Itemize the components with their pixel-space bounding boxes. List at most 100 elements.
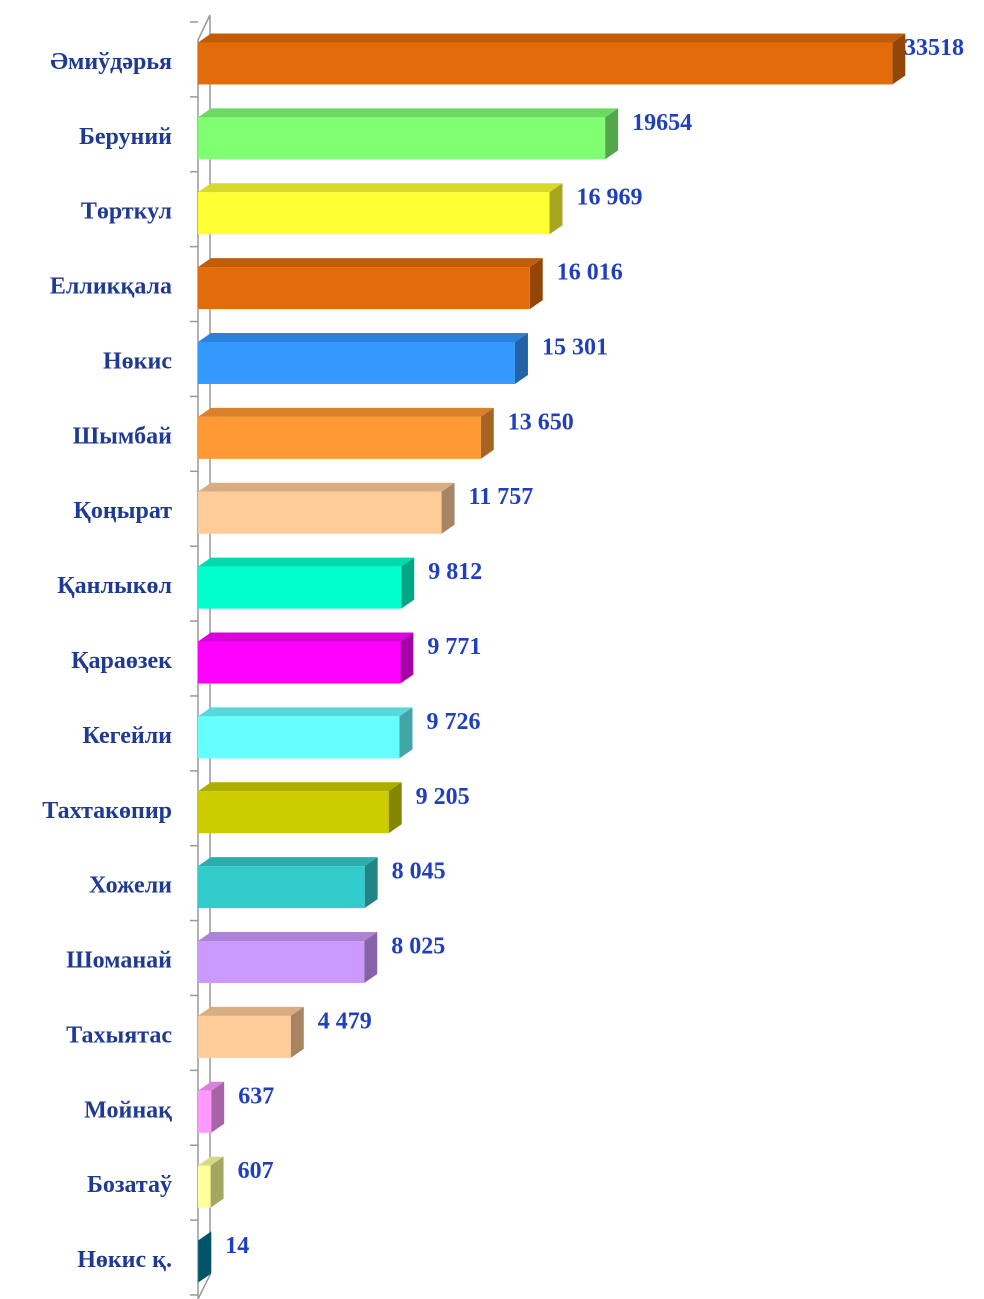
bar-side (399, 707, 413, 759)
bar-side (210, 1156, 224, 1208)
bar-side (529, 258, 543, 310)
bar-front (198, 566, 402, 609)
bar-front (198, 791, 389, 834)
bar (198, 1081, 225, 1133)
bar-top (198, 33, 906, 43)
bar-side (549, 183, 563, 235)
data-label: 637 (238, 1083, 274, 1109)
bar-top (198, 1006, 304, 1016)
data-label: 19654 (632, 110, 692, 136)
y-tick-label: Тахыятас (66, 1022, 172, 1048)
bar (198, 1156, 224, 1208)
bar (198, 33, 906, 85)
bar (198, 332, 528, 384)
y-tick-label: Шымбай (73, 423, 172, 449)
bar (198, 1006, 304, 1058)
data-label: 14 (225, 1233, 249, 1259)
bar-side (198, 1231, 212, 1283)
bar (198, 707, 413, 759)
bar-side (401, 557, 415, 609)
bar (198, 782, 402, 834)
data-label: 16 969 (577, 185, 643, 211)
data-label: 33518 (904, 35, 964, 61)
bar-side (514, 332, 528, 384)
data-label: 8 025 (391, 934, 445, 960)
bar-side (290, 1006, 304, 1058)
bar-top (198, 407, 494, 417)
data-label: 15 301 (542, 334, 608, 360)
bar (198, 258, 543, 310)
bar-top (198, 1231, 212, 1241)
bar-side (388, 782, 402, 834)
y-tick-label: Хожели (89, 873, 172, 899)
bar-front (198, 1165, 211, 1208)
bar-front (198, 416, 481, 459)
bar (198, 857, 378, 909)
bar-top (198, 183, 563, 193)
y-tick-label: Тахтакөпир (42, 798, 172, 824)
data-label: 9 771 (427, 634, 481, 660)
bar-side (364, 857, 378, 909)
bar-front (198, 866, 365, 909)
bar-top (198, 632, 414, 642)
bar-top (198, 1081, 225, 1091)
bar-top (198, 557, 415, 567)
y-tick-label: Қоңырат (74, 498, 173, 524)
bar-side (605, 108, 619, 160)
bar-front (198, 42, 893, 85)
bar-front (198, 716, 400, 759)
data-label: 13 650 (508, 409, 574, 435)
bar-front (198, 1015, 291, 1058)
bar-side (364, 932, 378, 984)
data-label: 16 016 (557, 260, 623, 286)
y-tick-label: Төрткул (81, 199, 172, 225)
y-tick-label: Елликқала (50, 274, 172, 300)
y-tick-label: Беруний (79, 124, 172, 150)
y-tick-label: Әмиўдәрья (50, 49, 172, 75)
bar (198, 108, 619, 160)
y-tick-label: Кегейли (83, 723, 173, 749)
bar (198, 407, 494, 459)
y-tick-label: Бозатаў (87, 1172, 172, 1198)
y-tick-label: Нөкис (103, 348, 172, 374)
bar (198, 632, 414, 684)
bar (198, 557, 415, 609)
data-label: 11 757 (469, 484, 534, 510)
bar-front (198, 117, 606, 160)
bar (198, 1231, 212, 1283)
data-label: 9 205 (416, 784, 470, 810)
bar-front (198, 341, 515, 384)
bar (198, 932, 378, 984)
bar-front (198, 491, 442, 534)
bar-front (198, 192, 550, 235)
y-tick-label: Шоманай (66, 948, 172, 974)
data-label: 9 726 (426, 709, 480, 735)
bar-top (198, 332, 528, 342)
bar-front (198, 1090, 212, 1133)
y-tick-label: Қараөзек (71, 648, 172, 674)
bar-top (198, 258, 543, 268)
bar-top (198, 857, 378, 867)
bar-top (198, 482, 455, 492)
bar-top (198, 1156, 224, 1166)
bar-top (198, 782, 402, 792)
bar-top (198, 932, 378, 942)
data-label: 607 (238, 1158, 274, 1184)
bar-side (892, 33, 906, 85)
bar-front (198, 267, 530, 310)
bar-side (441, 482, 455, 534)
y-tick-label: Нөкис қ. (77, 1247, 172, 1273)
bar (198, 482, 455, 534)
bar-top (198, 707, 413, 717)
data-label: 8 045 (392, 859, 446, 885)
y-tick-label: Мойнақ (84, 1097, 172, 1123)
bar-top (198, 108, 619, 118)
data-label: 9 812 (428, 559, 482, 585)
bar-front (198, 641, 401, 684)
bar (198, 183, 563, 235)
bar-side (480, 407, 494, 459)
y-tick-label: Қанлыкөл (57, 573, 172, 599)
data-label: 4 479 (318, 1008, 372, 1034)
bar-front (198, 941, 365, 984)
